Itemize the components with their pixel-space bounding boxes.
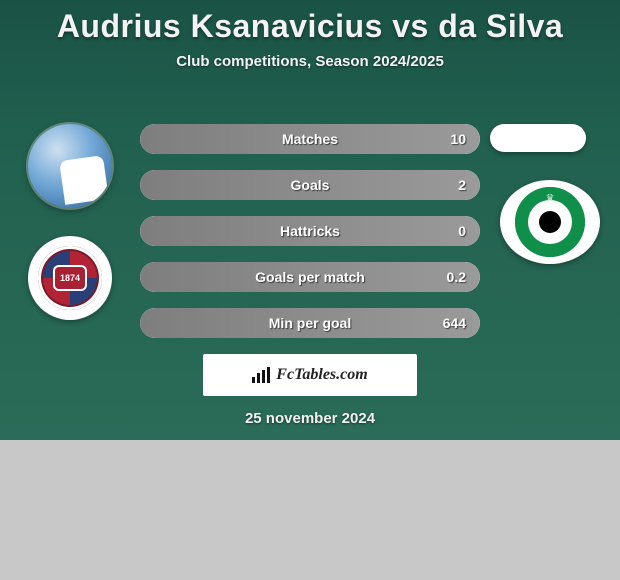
stat-row: Hattricks 0 (140, 216, 480, 246)
stat-row: Goals 2 (140, 170, 480, 200)
cercle-crest-icon: ♛ (515, 187, 585, 257)
stat-label: Goals per match (255, 269, 365, 285)
page-title: Audrius Ksanavicius vs da Silva (0, 0, 620, 45)
stat-value: 2 (458, 177, 466, 193)
club-left-badge (28, 236, 112, 320)
stat-row: Min per goal 644 (140, 308, 480, 338)
watermark-text: FcTables.com (276, 366, 367, 384)
stat-label: Goals (291, 177, 330, 193)
stat-label: Min per goal (269, 315, 351, 331)
stat-row: Matches 10 (140, 124, 480, 154)
bars-icon (252, 367, 272, 383)
stat-value: 10 (450, 131, 466, 147)
stat-row: Goals per match 0.2 (140, 262, 480, 292)
crown-icon: ♛ (546, 193, 555, 204)
player-right-caption (490, 124, 586, 152)
stat-value: 644 (443, 315, 466, 331)
stat-value: 0.2 (447, 269, 466, 285)
subtitle: Club competitions, Season 2024/2025 (0, 53, 620, 70)
stats-list: Matches 10 Goals 2 Hattricks 0 Goals per match… (140, 124, 480, 354)
comparison-card: Audrius Ksanavicius vs da Silva Club com… (0, 0, 620, 440)
stat-value: 0 (458, 223, 466, 239)
stat-label: Hattricks (280, 223, 340, 239)
player-left-avatar (28, 124, 112, 208)
watermark: FcTables.com (203, 354, 417, 396)
club-right-badge: ♛ (500, 180, 600, 264)
date-text: 25 november 2024 (0, 410, 620, 427)
stat-label: Matches (282, 131, 338, 147)
hearts-crest-icon (38, 246, 102, 310)
